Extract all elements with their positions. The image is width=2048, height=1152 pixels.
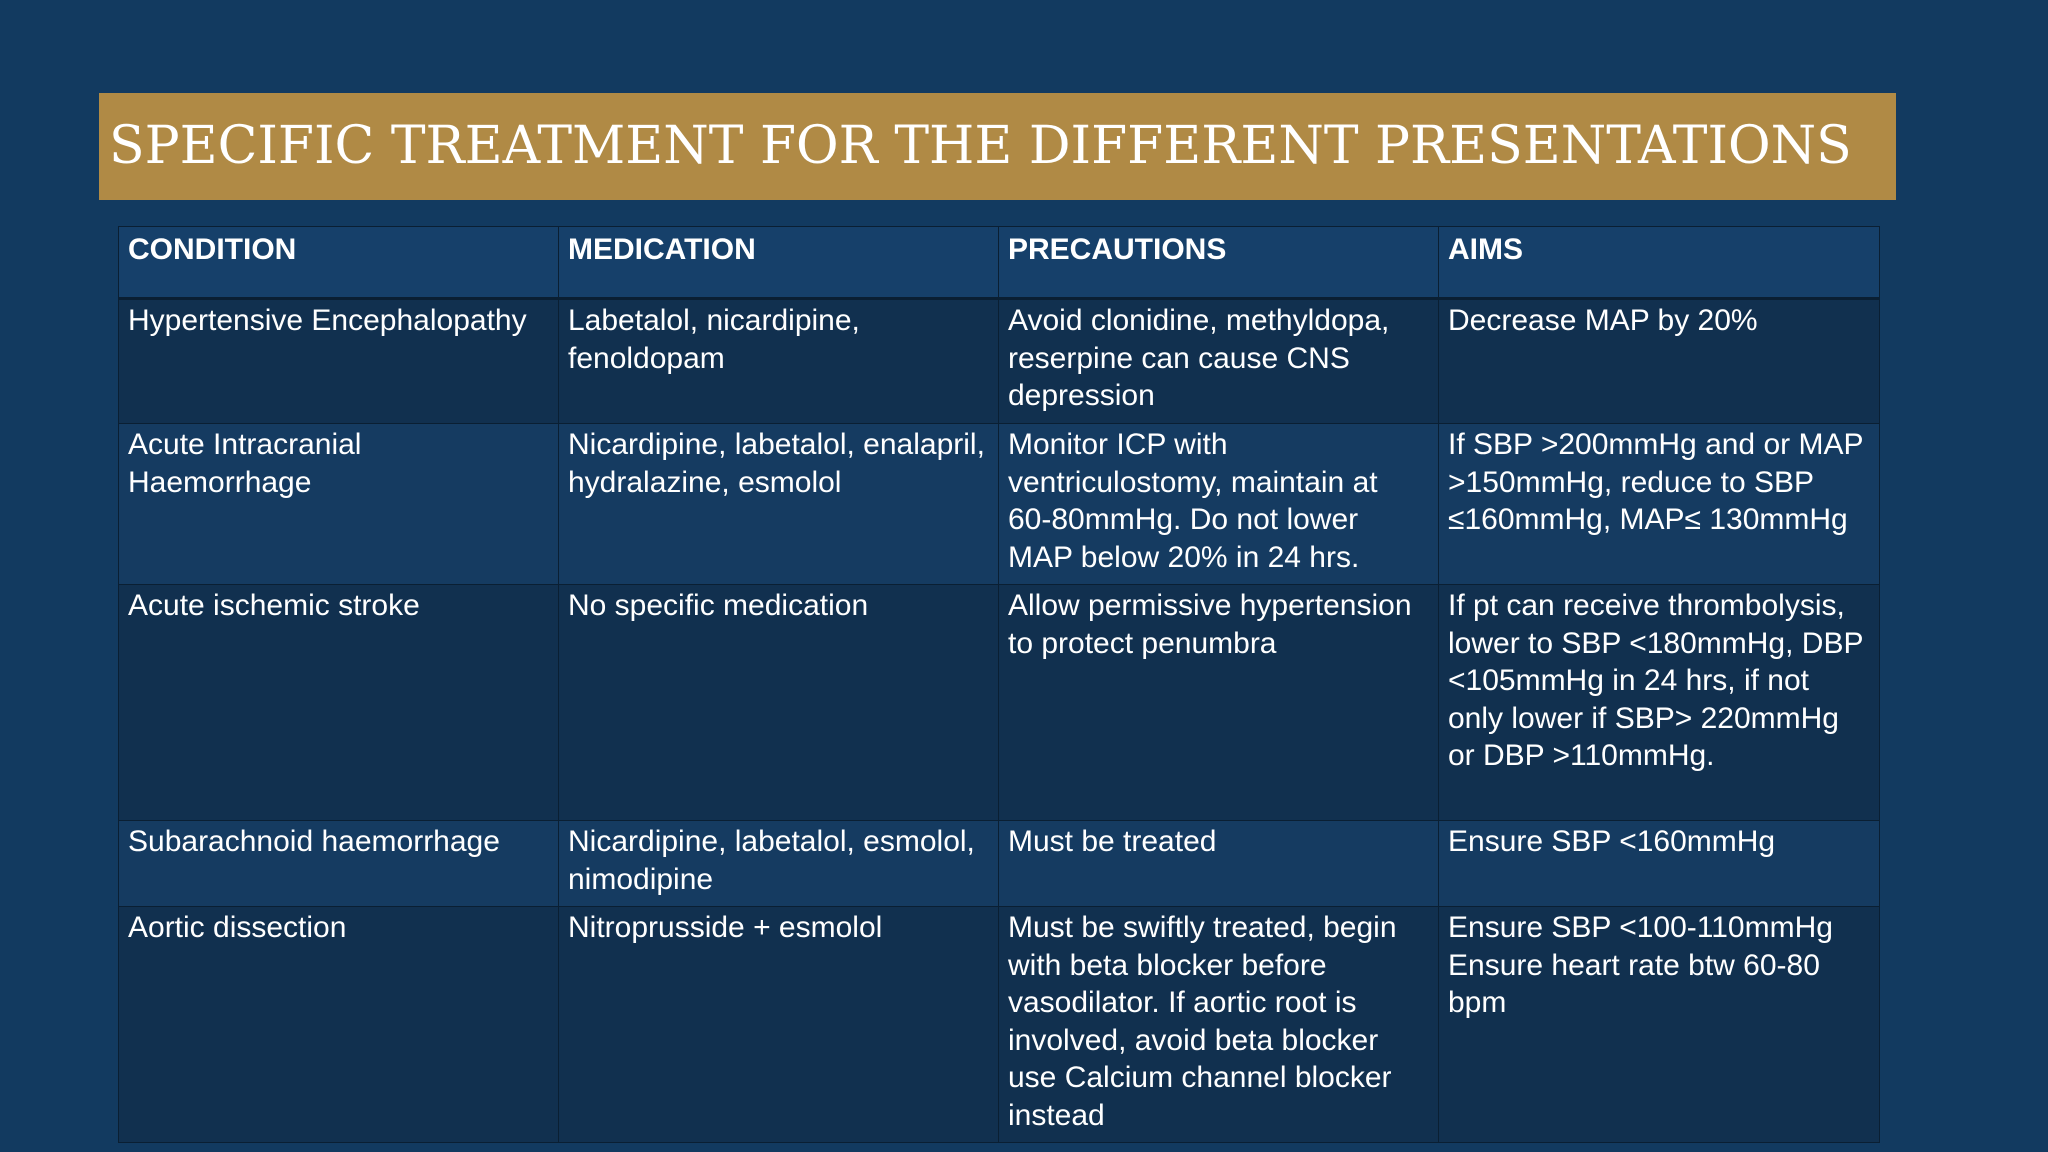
cell-condition: Hypertensive Encephalopathy xyxy=(118,298,559,424)
cell-medication: Nitroprusside + esmolol xyxy=(558,906,999,1143)
aims-line: Ensure heart rate btw 60-80 bpm xyxy=(1448,948,1820,1020)
cell-precautions: Must be treated xyxy=(998,820,1439,907)
cell-aims: If SBP >200mmHg and or MAP >150mmHg, red… xyxy=(1438,423,1880,585)
cell-precautions: Avoid clonidine, methyldopa, reserpine c… xyxy=(998,298,1439,424)
treatment-table: CONDITION MEDICATION PRECAUTIONS AIMS Hy… xyxy=(118,226,1880,1143)
cell-medication: Nicardipine, labetalol, enalapril, hydra… xyxy=(558,423,999,585)
header-medication: MEDICATION xyxy=(558,226,999,300)
cell-medication: Labetalol, nicardipine, fenoldopam xyxy=(558,298,999,424)
table-row: Hypertensive Encephalopathy Labetalol, n… xyxy=(118,298,1880,424)
header-row: CONDITION MEDICATION PRECAUTIONS AIMS xyxy=(118,226,1880,300)
table-header: CONDITION MEDICATION PRECAUTIONS AIMS xyxy=(118,226,1880,300)
treatment-table-container: CONDITION MEDICATION PRECAUTIONS AIMS Hy… xyxy=(118,226,1880,1143)
cell-aims: If pt can receive thrombolysis, lower to… xyxy=(1438,584,1880,821)
cell-medication: No specific medication xyxy=(558,584,999,821)
cell-precautions: Monitor ICP with ventriculostomy, mainta… xyxy=(998,423,1439,585)
cell-aims: Ensure SBP <100-110mmHg Ensure heart rat… xyxy=(1438,906,1880,1143)
header-condition: CONDITION xyxy=(118,226,559,300)
cell-medication: Nicardipine, labetalol, esmolol, nimodip… xyxy=(558,820,999,907)
cell-condition: Aortic dissection xyxy=(118,906,559,1143)
table-row: Acute ischemic stroke No specific medica… xyxy=(118,584,1880,821)
table-row: Aortic dissection Nitroprusside + esmolo… xyxy=(118,906,1880,1143)
header-precautions: PRECAUTIONS xyxy=(998,226,1439,300)
cell-precautions: Allow permissive hypertension to protect… xyxy=(998,584,1439,821)
table-body: Hypertensive Encephalopathy Labetalol, n… xyxy=(118,298,1880,1143)
cell-aims: Decrease MAP by 20% xyxy=(1438,298,1880,424)
cell-condition: Acute ischemic stroke xyxy=(118,584,559,821)
table-row: Subarachnoid haemorrhage Nicardipine, la… xyxy=(118,820,1880,907)
title-bar: SPECIFIC TREATMENT FOR THE DIFFERENT PRE… xyxy=(99,93,1896,200)
cell-precautions: Must be swiftly treated, begin with beta… xyxy=(998,906,1439,1143)
cell-aims: Ensure SBP <160mmHg xyxy=(1438,820,1880,907)
table-row: Acute Intracranial Haemorrhage Nicardipi… xyxy=(118,423,1880,585)
cell-condition: Subarachnoid haemorrhage xyxy=(118,820,559,907)
cell-condition: Acute Intracranial Haemorrhage xyxy=(118,423,559,585)
aims-line: Ensure SBP <100-110mmHg xyxy=(1448,911,1833,944)
slide-title: SPECIFIC TREATMENT FOR THE DIFFERENT PRE… xyxy=(109,116,1852,176)
header-aims: AIMS xyxy=(1438,226,1880,300)
